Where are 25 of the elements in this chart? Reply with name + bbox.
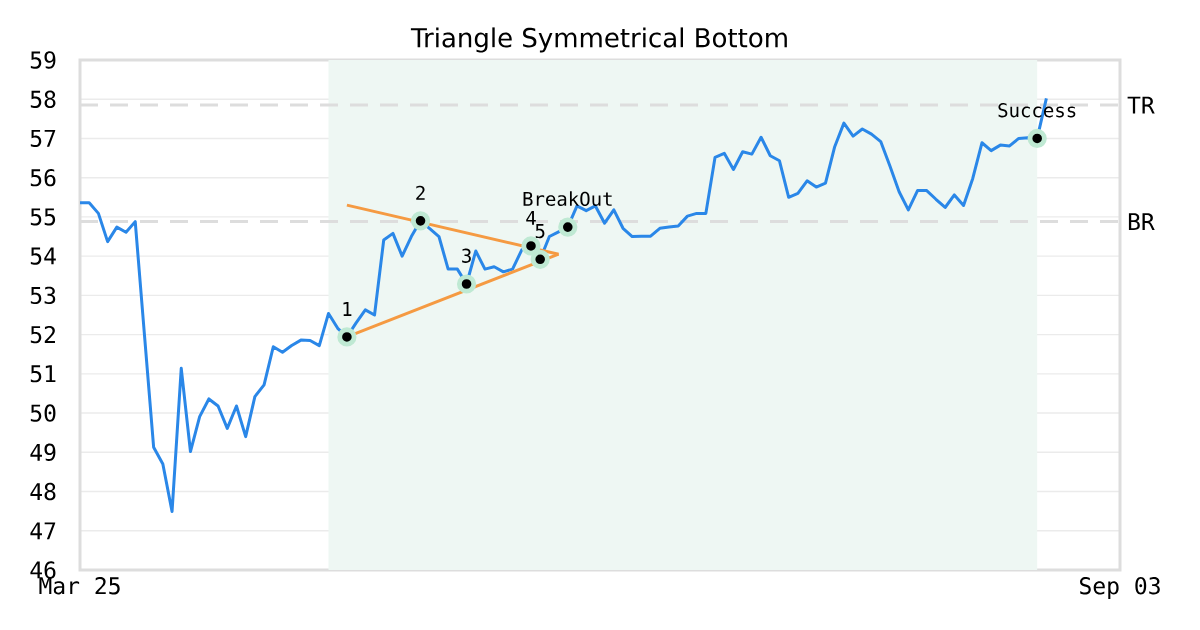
y-tick-label: 49 [30,443,56,461]
x-tick-label: Sep 03 [1080,577,1160,599]
y-tick-label: 48 [30,482,56,501]
annotation: 3 [462,248,471,263]
y-tick-label: 56 [30,168,56,187]
y-tick-label: 51 [30,365,56,383]
y-tick-label: 53 [30,286,56,305]
y-tick-label: 47 [30,522,56,540]
y-tick-label: 59 [30,51,56,69]
annotation: 4 [526,211,536,225]
chart-title: Triangle Symmetrical Bottom [410,27,787,53]
annotation: BreakOut [523,191,612,207]
y-tick-label: 52 [30,325,55,344]
x-tick-label: Mar 25 [39,577,120,595]
y-tick-label: 58 [30,90,56,108]
y-tick-label: 55 [30,208,56,226]
ref-line-label: TR [1127,96,1155,114]
y-tick-label: 46 [30,561,56,579]
annotation: 1 [343,302,352,316]
ref-line-label: BR [1128,213,1155,230]
annotation: 2 [416,185,425,200]
y-tick-label: 54 [30,247,56,265]
y-tick-label: 50 [30,404,56,422]
y-tick-label: 57 [30,129,56,147]
annotation: 5 [535,224,545,239]
